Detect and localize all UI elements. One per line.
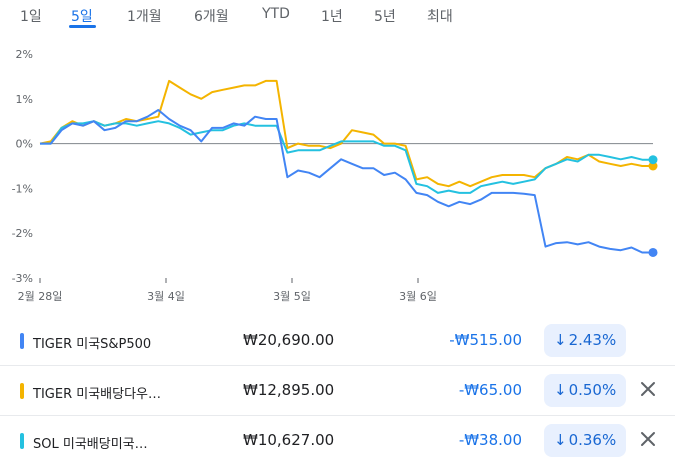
arrow-down-icon: ↓ [554,381,567,399]
y-tick-label: -2% [12,227,33,240]
series-end-marker [648,247,658,257]
list-item[interactable]: TIGER 미국배당다우… ₩12,895.00 -₩65.00 ↓ 0.50% [0,366,675,416]
percent-change-value: 0.36% [568,431,617,449]
close-icon[interactable] [638,429,658,449]
tab-6m[interactable]: 6개월 [194,9,229,25]
tab-ytd[interactable]: YTD [262,6,290,22]
tab-1m[interactable]: 1개월 [127,9,162,25]
series-line [40,109,653,254]
y-tick-label: 0% [16,138,33,151]
security-name: SOL 미국배당미국… [33,437,148,452]
range-tabs: 1일 5일 1개월 6개월 YTD 1년 5년 최대 [0,0,675,36]
tab-max[interactable]: 최대 [427,9,453,25]
series-end-marker [648,161,658,171]
x-tick-label: 3월 4일 [147,289,185,303]
comparison-chart[interactable]: 2% 1% 0% -1% -2% -3% 2월 28일 3월 4일 3월 5일 3월 6일 [0,36,675,308]
x-tick-label: 3월 5일 [273,289,311,303]
list-item[interactable]: TIGER 미국S&P500 ₩20,690.00 -₩515.00 ↓ 2.43… [0,316,675,366]
y-tick-label: 1% [16,93,33,106]
series-end-marker [648,155,658,165]
active-tab-indicator [69,25,96,28]
price-change: -₩65.00 [458,381,522,399]
percent-change-value: 0.50% [568,381,617,399]
security-price: ₩20,690.00 [243,331,335,349]
comparison-list: TIGER 미국S&P500 ₩20,690.00 -₩515.00 ↓ 2.43… [0,316,675,466]
percent-change-badge: ↓ 2.43% [544,324,627,357]
y-tick-label: 2% [16,48,33,61]
security-price: ₩12,895.00 [243,381,335,399]
chart-svg: 2% 1% 0% -1% -2% -3% 2월 28일 3월 4일 3월 5일 3월 6일 [12,48,658,303]
list-item[interactable]: SOL 미국배당미국… ₩10,627.00 -₩38.00 ↓ 0.36% [0,416,675,466]
tab-1y[interactable]: 1년 [321,9,343,25]
tab-1d[interactable]: 1일 [20,9,42,25]
tab-5d[interactable]: 5일 [71,9,93,25]
price-change: -₩515.00 [449,331,522,349]
percent-change-badge: ↓ 0.36% [544,424,627,457]
series-line [39,79,653,188]
y-tick-label: -3% [12,272,33,285]
series-line [40,120,653,194]
security-price: ₩10,627.00 [243,431,335,449]
series-color-marker [20,383,24,399]
percent-change-value: 2.43% [568,331,617,349]
percent-change-badge: ↓ 0.50% [544,374,627,407]
x-tick-label: 2월 28일 [18,289,63,303]
tab-5y[interactable]: 5년 [374,9,396,25]
x-tick-label: 3월 6일 [399,289,437,303]
security-name: TIGER 미국배당다우… [33,387,161,402]
arrow-down-icon: ↓ [554,331,567,349]
y-tick-label: -1% [12,182,33,195]
series-color-marker [20,433,24,449]
close-icon[interactable] [638,379,658,399]
arrow-down-icon: ↓ [554,431,567,449]
security-name: TIGER 미국S&P500 [33,337,152,352]
price-change: -₩38.00 [458,431,522,449]
series-color-marker [20,333,24,349]
